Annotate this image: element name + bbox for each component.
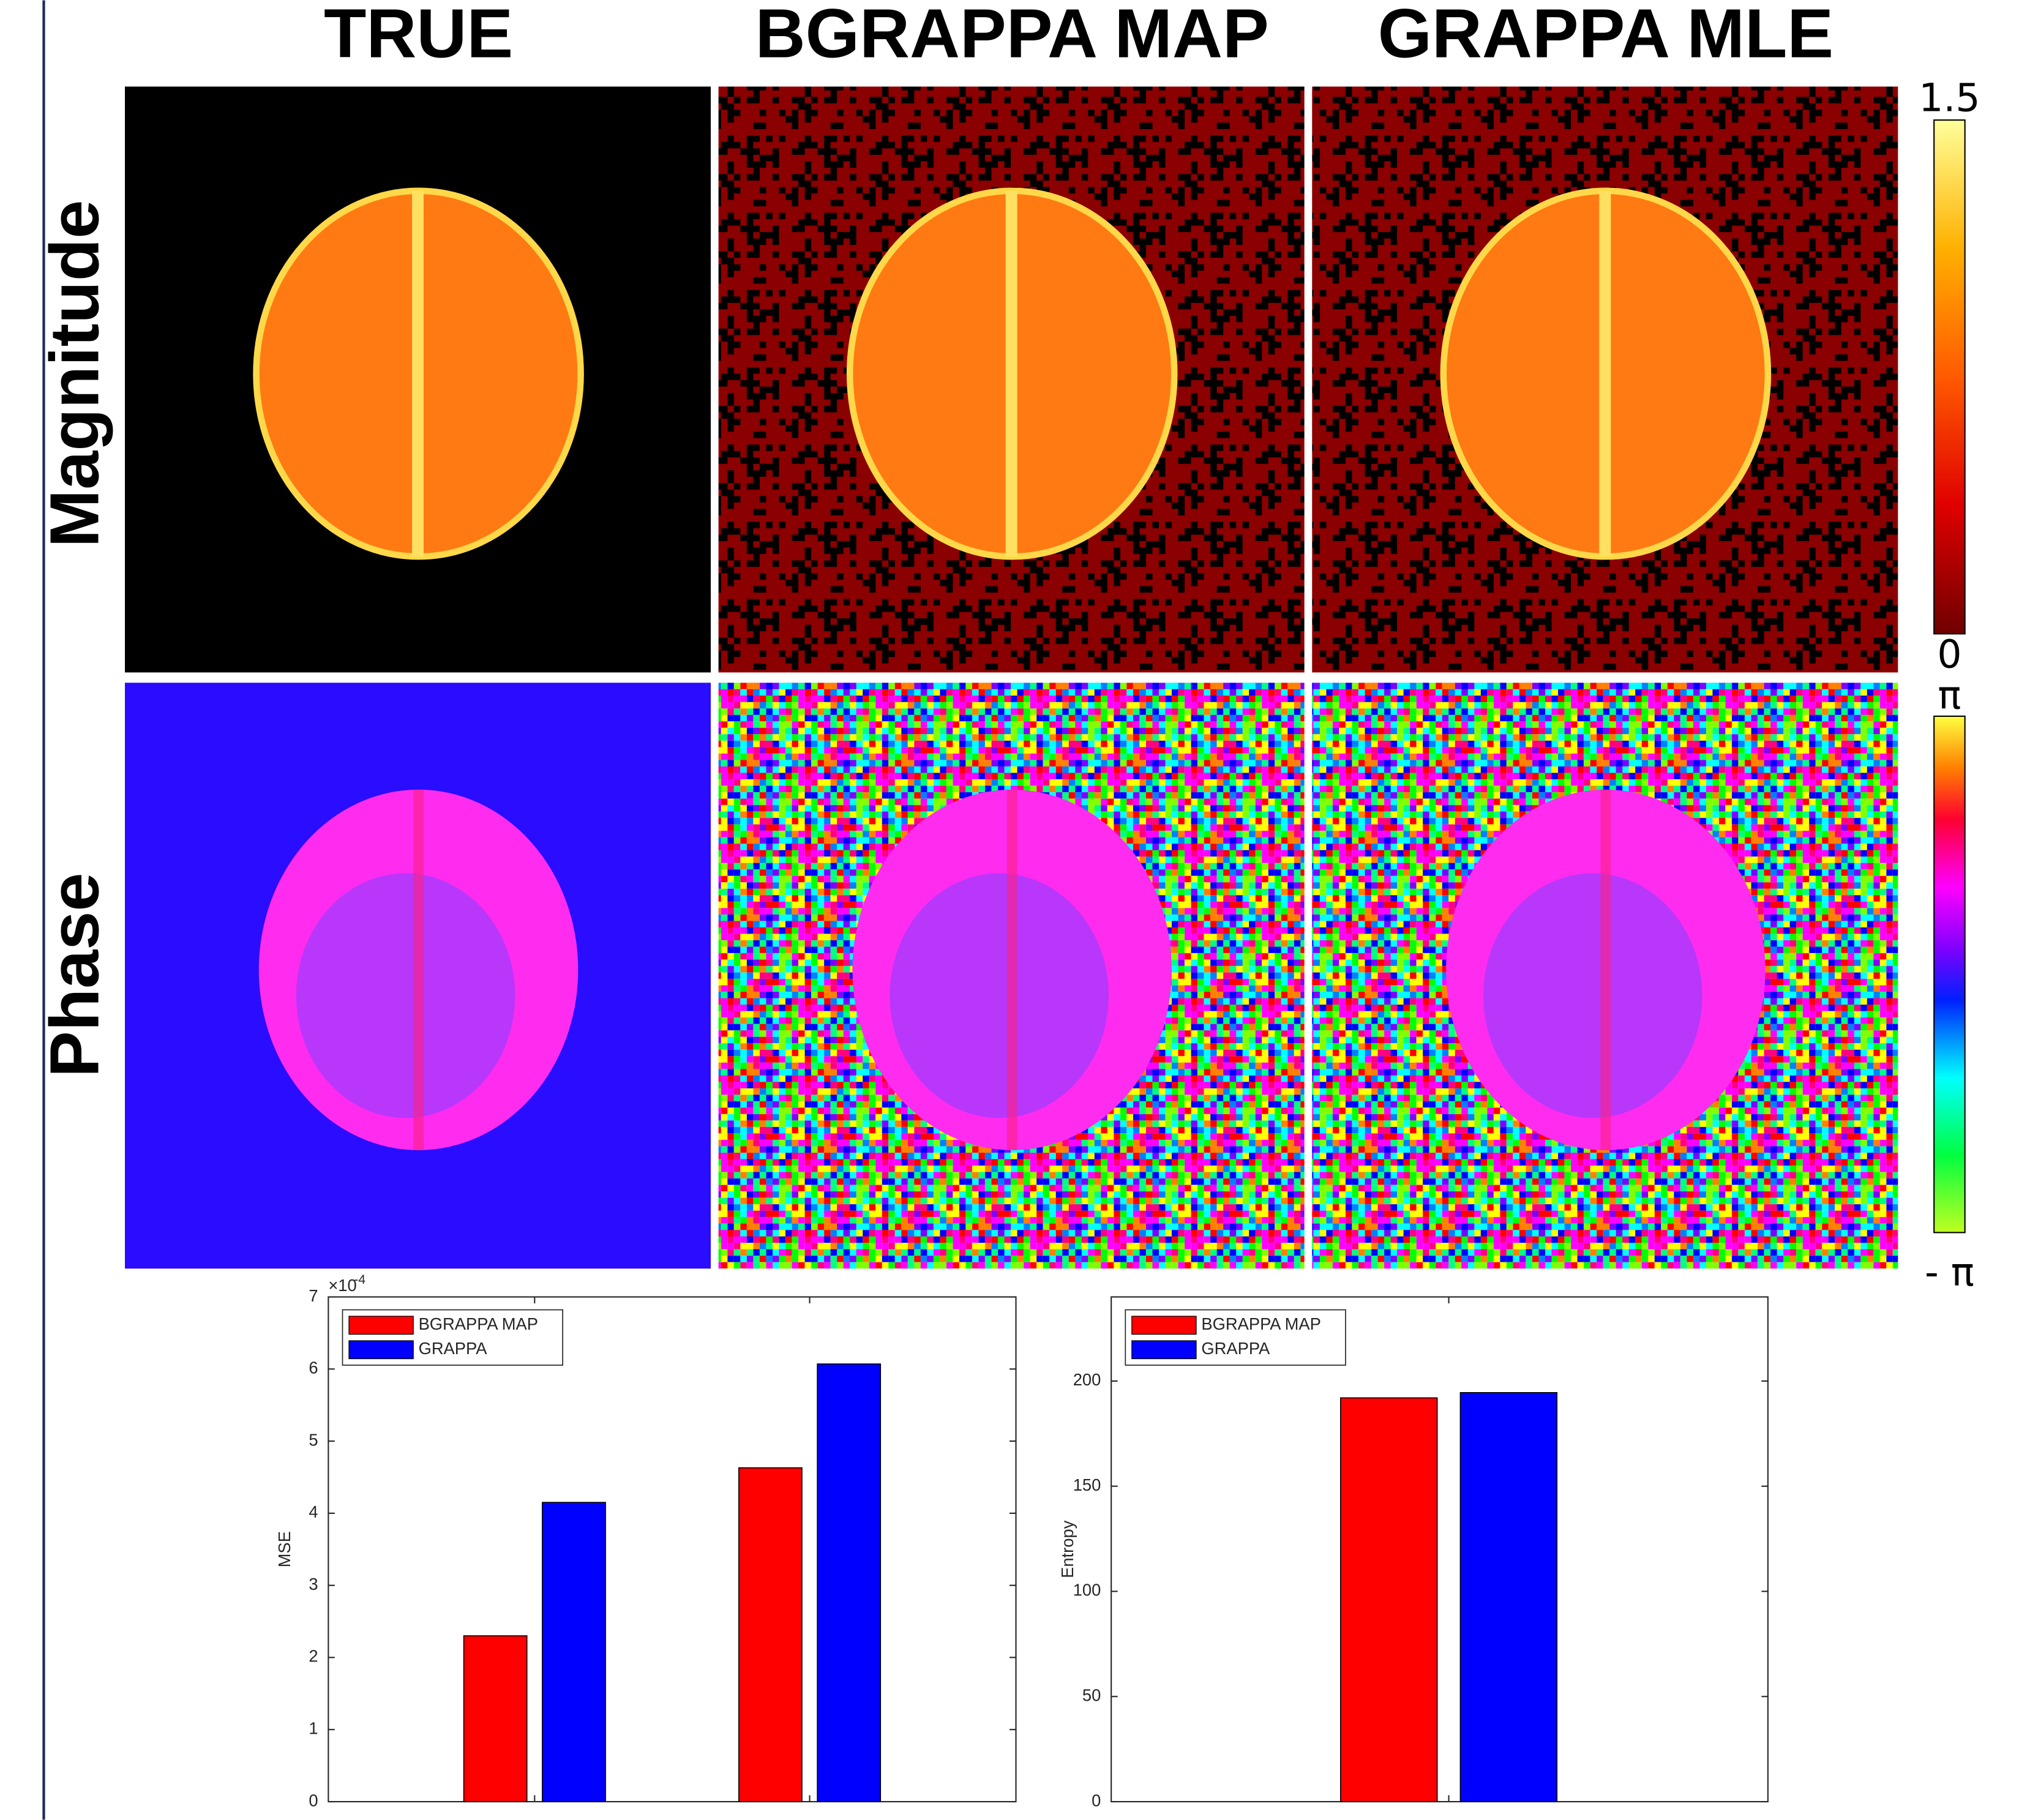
y-tick-label: 0	[309, 1791, 318, 1810]
colorbar-label: π	[1938, 673, 1961, 718]
y-axis-label: MSE	[275, 1531, 294, 1567]
y-tick-label: 5	[309, 1430, 318, 1449]
column-title: TRUE	[324, 0, 513, 73]
legend-swatch	[1132, 1316, 1196, 1334]
bar	[542, 1502, 605, 1802]
legend-swatch	[1132, 1341, 1196, 1358]
column-title: GRAPPA MLE	[1378, 0, 1834, 73]
figure: TRUE BGRAPPA MAP GRAPPA MLE Magnitude Ph…	[0, 0, 2019, 1820]
row-label: Magnitude	[36, 200, 113, 548]
y-tick-label: 1	[309, 1718, 318, 1737]
bar	[817, 1364, 880, 1802]
colorbar-label: 1.5	[1919, 75, 1980, 121]
y-tick-label: 0	[1092, 1791, 1101, 1810]
brain-midline	[1006, 191, 1017, 556]
bar	[1341, 1398, 1437, 1802]
y-tick-label: 200	[1073, 1370, 1101, 1389]
bar	[1460, 1393, 1557, 1802]
brain-inner	[1483, 874, 1702, 1118]
legend-label: BGRAPPA MAP	[1201, 1314, 1320, 1333]
y-tick-label: 2	[309, 1647, 318, 1666]
brain-inner	[890, 874, 1109, 1118]
column-title: BGRAPPA MAP	[755, 0, 1269, 73]
colorbar	[1934, 716, 1965, 1232]
brain-midline	[1007, 790, 1017, 1150]
plot-area	[328, 1297, 1016, 1802]
brain-midline	[413, 790, 424, 1150]
y-tick-label: 150	[1073, 1475, 1101, 1494]
bar	[739, 1468, 802, 1802]
y-multiplier-exponent: -4	[354, 1273, 365, 1287]
bar	[464, 1636, 527, 1802]
legend-label: GRAPPA	[419, 1339, 488, 1358]
legend-swatch	[349, 1341, 413, 1358]
plot-area	[1111, 1297, 1768, 1802]
brain-midline	[1600, 790, 1611, 1150]
y-tick-label: 6	[309, 1358, 318, 1377]
brain-midline	[412, 191, 424, 556]
y-tick-label: 3	[309, 1575, 318, 1593]
row-label: Phase	[36, 872, 113, 1077]
y-tick-label: 7	[309, 1286, 318, 1305]
y-tick-label: 100	[1073, 1581, 1101, 1600]
colorbar	[1934, 120, 1965, 634]
legend-label: GRAPPA	[1201, 1339, 1270, 1358]
y-multiplier: ×10	[328, 1276, 356, 1295]
brain-midline	[1599, 191, 1611, 556]
legend-swatch	[349, 1316, 413, 1334]
y-tick-label: 50	[1082, 1685, 1101, 1704]
colorbar-label: 0	[1937, 631, 1961, 676]
y-tick-label: 4	[309, 1502, 318, 1521]
colorbar-label: - π	[1925, 1249, 1974, 1295]
brain-inner	[296, 874, 515, 1118]
y-axis-label: Entropy	[1058, 1520, 1077, 1578]
legend-label: BGRAPPA MAP	[419, 1314, 538, 1333]
